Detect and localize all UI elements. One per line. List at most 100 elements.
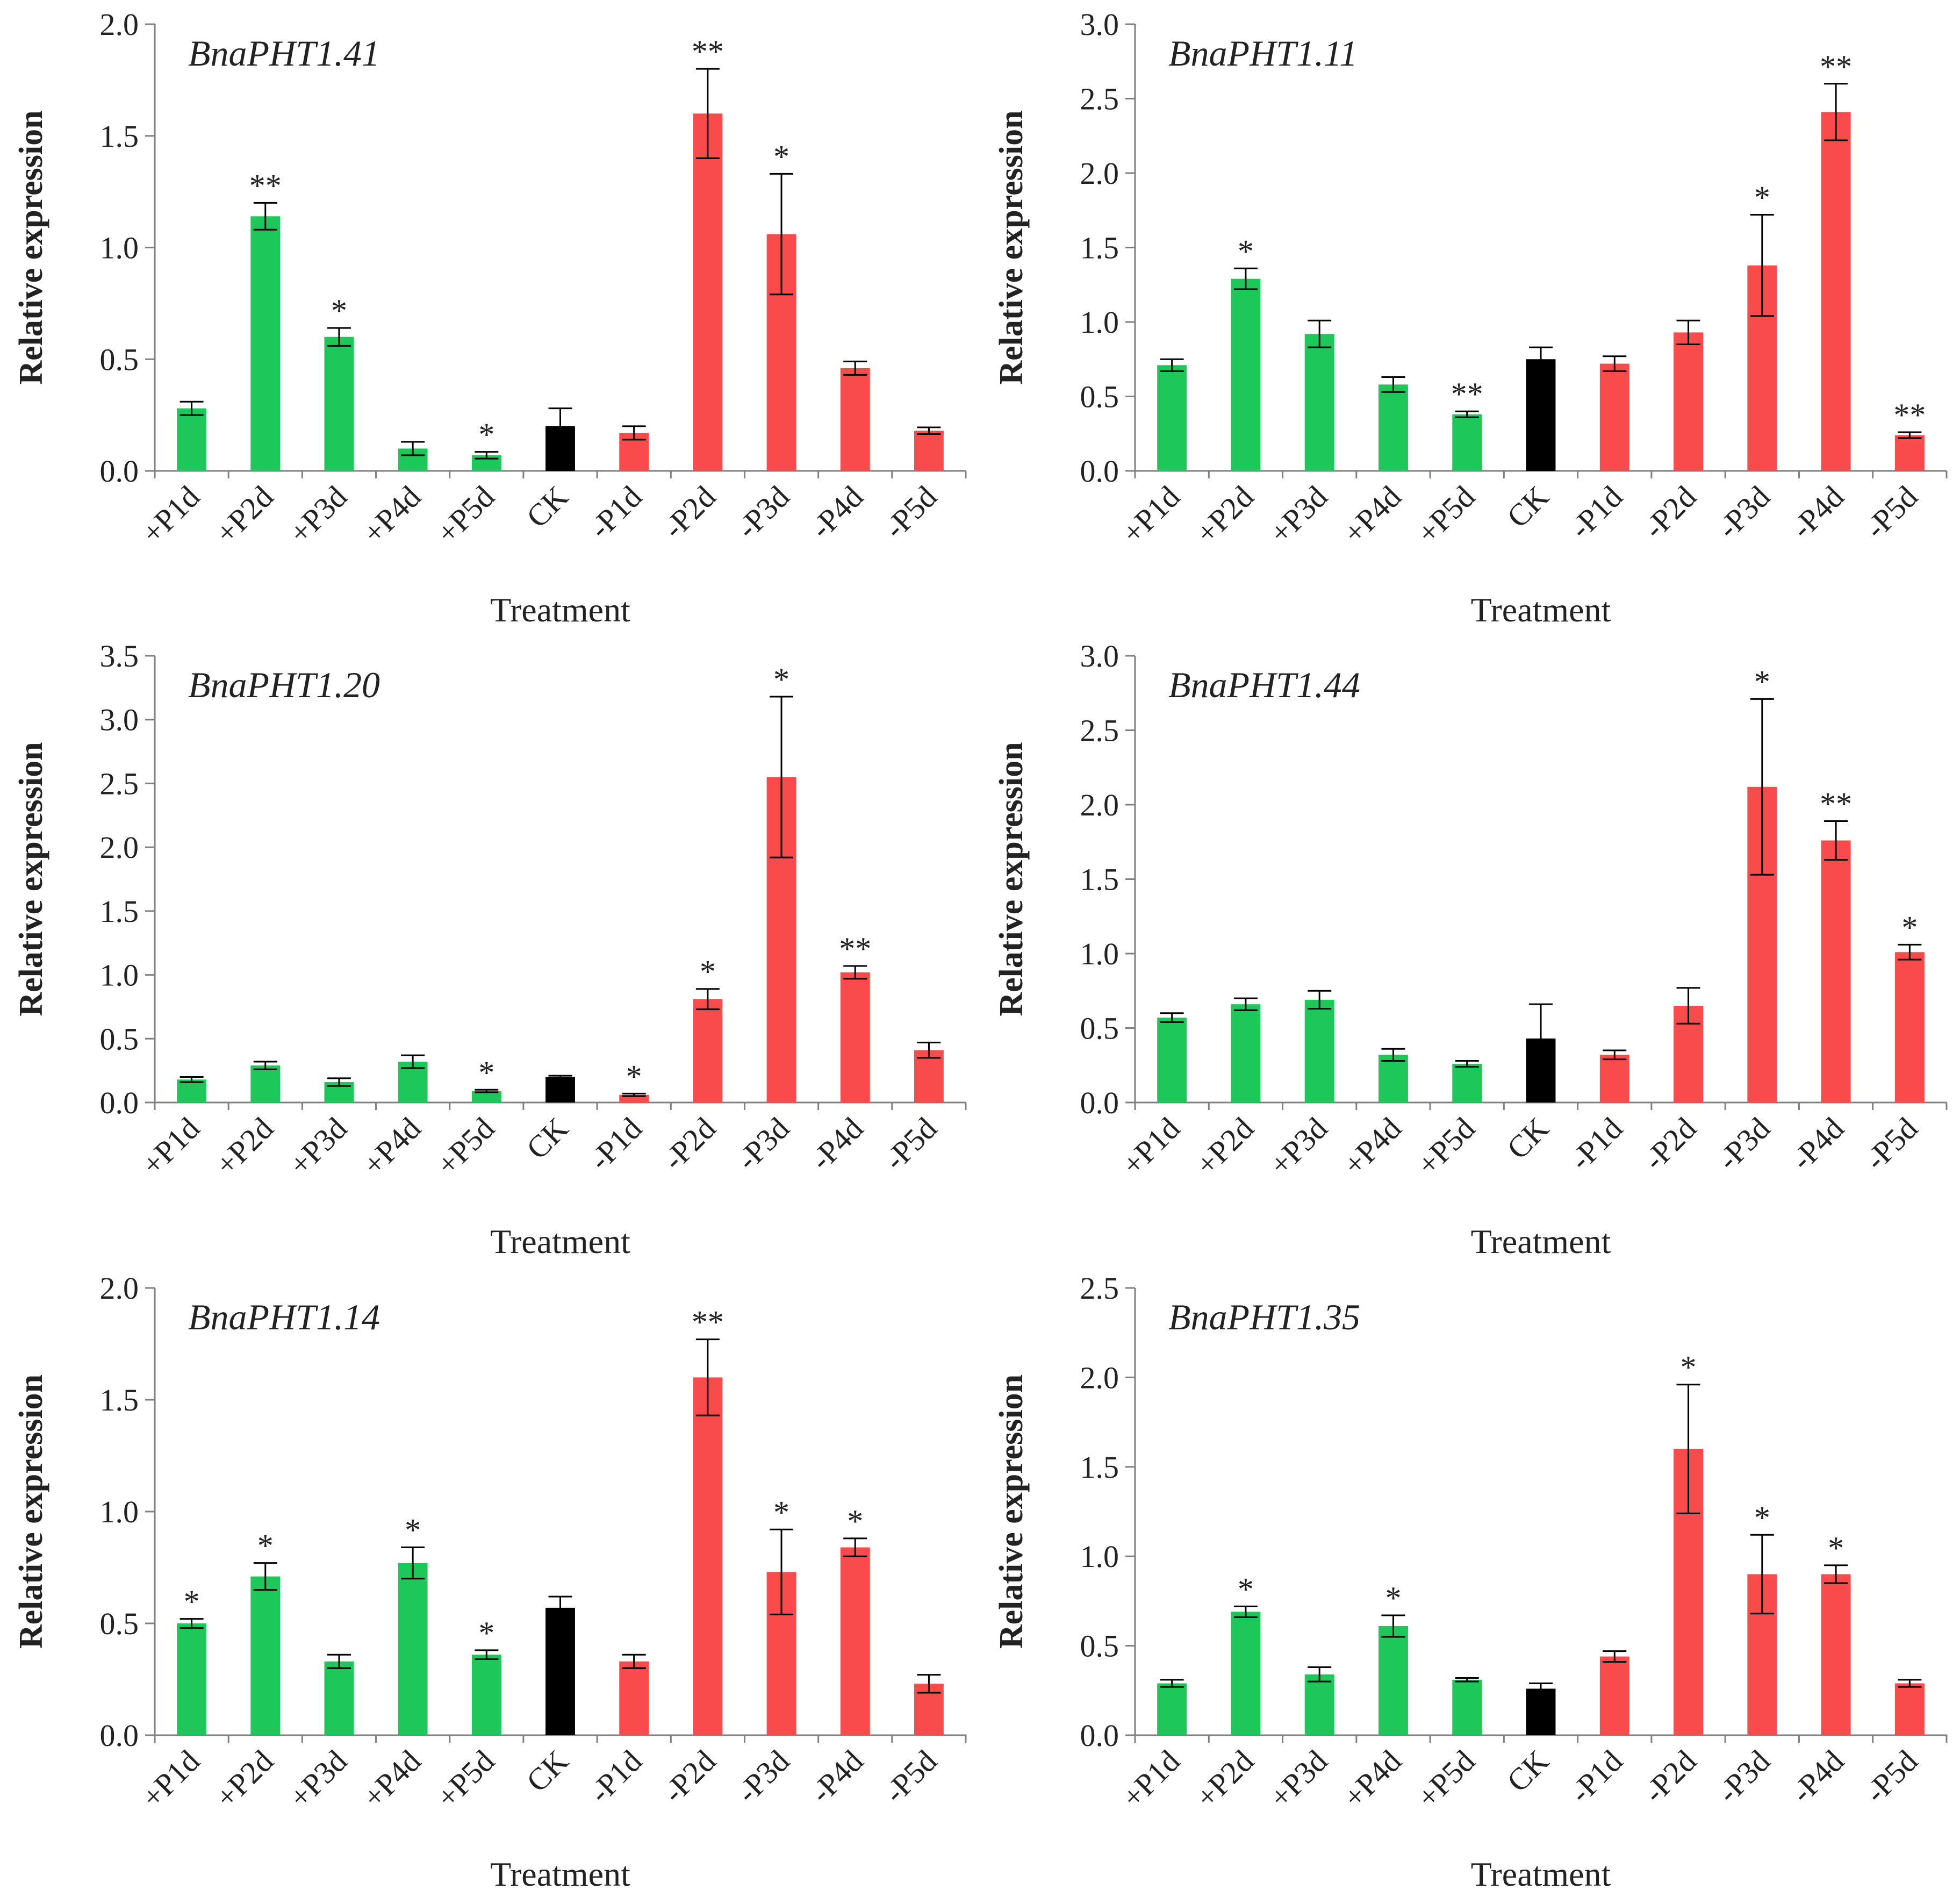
- bar[interactable]: [1231, 278, 1261, 471]
- y-tick-label: 1.5: [1080, 1450, 1119, 1485]
- bar[interactable]: [545, 1607, 575, 1735]
- y-tick-label: 1.0: [1080, 936, 1119, 971]
- bar[interactable]: [1599, 1656, 1629, 1735]
- y-axis-title: Relative expression: [13, 110, 49, 384]
- x-tick-label: CK: [520, 479, 575, 534]
- bar[interactable]: [1231, 1004, 1261, 1103]
- y-tick-label: 1.0: [100, 231, 139, 266]
- bar[interactable]: [1452, 1679, 1482, 1735]
- bar[interactable]: [693, 1377, 723, 1735]
- y-tick-label: 1.5: [1080, 862, 1119, 897]
- x-tick-label: CK: [1500, 1743, 1555, 1799]
- y-tick-label: 0.5: [1080, 380, 1119, 414]
- bar[interactable]: [840, 972, 870, 1103]
- bar[interactable]: [1526, 359, 1556, 471]
- bar[interactable]: [1157, 1683, 1187, 1735]
- y-axis-title: Relative expression: [13, 742, 49, 1016]
- x-tick-label: +P5d: [430, 479, 501, 550]
- x-tick-label: +P3d: [1262, 479, 1334, 550]
- bar[interactable]: [250, 1576, 281, 1735]
- bar[interactable]: [1894, 952, 1925, 1103]
- y-tick-label: 2.0: [1080, 156, 1119, 191]
- x-tick-label: +P3d: [1262, 1743, 1334, 1815]
- significance-mark: **: [1451, 376, 1483, 412]
- x-tick-label: -P4d: [1784, 1111, 1850, 1177]
- x-tick-label: +P2d: [209, 1743, 280, 1815]
- bar[interactable]: [250, 216, 281, 471]
- significance-mark: **: [1820, 786, 1852, 821]
- x-axis-title: Treatment: [1471, 1222, 1611, 1261]
- y-tick-label: 2.5: [100, 766, 139, 801]
- x-tick-label: +P4d: [1337, 1743, 1408, 1815]
- y-tick-label: 0.5: [100, 1606, 139, 1641]
- y-tick-label: 0.0: [1080, 454, 1119, 489]
- bar[interactable]: [1894, 1683, 1925, 1735]
- bar[interactable]: [840, 368, 870, 471]
- bar[interactable]: [177, 1623, 207, 1735]
- bar[interactable]: [1379, 1055, 1408, 1103]
- bar[interactable]: [1821, 112, 1851, 471]
- bar[interactable]: [1157, 1018, 1187, 1103]
- x-axis-title: Treatment: [490, 591, 630, 629]
- bar[interactable]: [250, 1065, 281, 1103]
- x-tick-label: -P4d: [803, 1743, 870, 1809]
- bar[interactable]: [840, 1547, 870, 1735]
- bar[interactable]: [1231, 1612, 1261, 1735]
- significance-mark: **: [249, 168, 282, 203]
- x-tick-label: -P1d: [582, 1743, 648, 1809]
- bar[interactable]: [1304, 1674, 1334, 1735]
- bar[interactable]: [471, 1655, 501, 1735]
- bar[interactable]: [1599, 363, 1629, 471]
- bar[interactable]: [1599, 1055, 1629, 1103]
- significance-mark: *: [1754, 664, 1770, 699]
- bar[interactable]: [545, 1077, 575, 1103]
- bar[interactable]: [1452, 1063, 1482, 1103]
- x-axis-title: Treatment: [1471, 1855, 1611, 1893]
- bar[interactable]: [693, 999, 723, 1103]
- bar[interactable]: [914, 431, 944, 471]
- significance-mark: *: [1681, 1350, 1697, 1385]
- y-tick-label: 0.0: [100, 1085, 139, 1120]
- y-tick-label: 2.0: [100, 1271, 139, 1306]
- bar[interactable]: [1526, 1688, 1556, 1735]
- bar[interactable]: [324, 337, 354, 471]
- bar[interactable]: [471, 1091, 501, 1103]
- significance-mark: *: [847, 1504, 863, 1539]
- y-tick-label: 2.0: [1080, 1360, 1119, 1395]
- x-tick-label: +P4d: [1337, 479, 1408, 550]
- bar[interactable]: [1821, 1574, 1851, 1735]
- significance-mark: *: [331, 293, 347, 328]
- bar[interactable]: [1304, 999, 1334, 1103]
- bar[interactable]: [619, 1661, 649, 1735]
- bar[interactable]: [177, 1079, 207, 1103]
- bar[interactable]: [324, 1661, 354, 1735]
- bar[interactable]: [1452, 414, 1482, 471]
- x-tick-label: -P5d: [1858, 479, 1924, 545]
- bar[interactable]: [1379, 1626, 1408, 1735]
- bar[interactable]: [914, 1050, 944, 1103]
- bar[interactable]: [177, 408, 207, 471]
- bar[interactable]: [1304, 334, 1334, 471]
- y-tick-label: 2.5: [1080, 1271, 1119, 1306]
- chart-title: BnaPHT1.44: [1168, 664, 1360, 705]
- x-tick-label: +P1d: [135, 1743, 206, 1815]
- bar[interactable]: [1674, 332, 1703, 471]
- significance-mark: *: [1385, 1580, 1401, 1616]
- y-tick-label: 3.0: [1080, 7, 1119, 42]
- x-tick-label: +P3d: [1262, 1111, 1334, 1182]
- x-tick-label: -P3d: [1711, 1743, 1777, 1809]
- x-tick-label: +P4d: [356, 1743, 427, 1815]
- bar[interactable]: [398, 1563, 428, 1735]
- bar[interactable]: [693, 113, 723, 471]
- significance-mark: **: [692, 1305, 724, 1340]
- y-tick-label: 1.0: [100, 1494, 139, 1529]
- y-tick-label: 2.0: [100, 830, 139, 865]
- bar[interactable]: [1894, 435, 1925, 471]
- x-tick-label: CK: [1500, 479, 1555, 534]
- bar[interactable]: [1379, 384, 1408, 471]
- bar[interactable]: [1821, 840, 1851, 1103]
- x-tick-label: +P5d: [1410, 479, 1482, 550]
- bar[interactable]: [1157, 365, 1187, 471]
- x-tick-label: +P2d: [209, 479, 280, 550]
